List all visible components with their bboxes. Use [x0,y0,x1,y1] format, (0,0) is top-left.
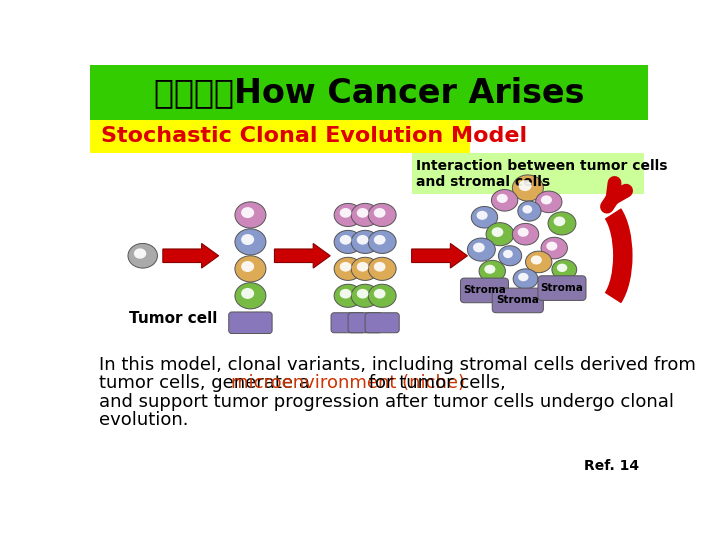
FancyBboxPatch shape [412,153,644,194]
Ellipse shape [334,257,362,280]
Ellipse shape [356,262,369,272]
Text: Stroma: Stroma [541,283,583,293]
Ellipse shape [356,289,369,299]
Ellipse shape [241,288,254,299]
Ellipse shape [518,180,531,191]
Text: Tumor cell: Tumor cell [129,312,217,326]
FancyBboxPatch shape [461,278,508,303]
Ellipse shape [235,229,266,255]
Text: for tumor cells,: for tumor cells, [364,374,506,393]
FancyArrow shape [274,244,330,268]
Ellipse shape [486,222,514,246]
Ellipse shape [541,195,552,205]
Ellipse shape [518,201,541,221]
Ellipse shape [498,246,522,266]
Ellipse shape [513,175,544,201]
Ellipse shape [546,241,557,251]
Ellipse shape [128,244,158,268]
Ellipse shape [351,257,379,280]
FancyBboxPatch shape [538,276,586,300]
Ellipse shape [523,205,532,213]
FancyBboxPatch shape [331,313,365,333]
Ellipse shape [497,194,508,203]
Ellipse shape [473,242,485,252]
Ellipse shape [235,283,266,309]
FancyBboxPatch shape [229,312,272,334]
Text: 第一站：How Cancer Arises: 第一站：How Cancer Arises [153,76,584,109]
Ellipse shape [557,264,567,272]
FancyArrow shape [163,244,219,268]
Ellipse shape [513,269,538,289]
Ellipse shape [485,265,495,274]
Ellipse shape [241,261,254,272]
Ellipse shape [531,255,542,265]
Ellipse shape [492,190,518,211]
Ellipse shape [479,260,505,282]
Ellipse shape [554,217,565,226]
Text: microenvironment (niche): microenvironment (niche) [231,374,465,393]
FancyBboxPatch shape [492,288,544,313]
Ellipse shape [340,208,351,218]
Ellipse shape [356,208,369,218]
Ellipse shape [526,251,552,273]
FancyBboxPatch shape [348,313,382,333]
Ellipse shape [541,237,567,259]
Ellipse shape [492,227,503,237]
FancyBboxPatch shape [90,65,648,120]
Ellipse shape [368,231,396,253]
Ellipse shape [472,206,498,228]
Ellipse shape [374,289,385,299]
Ellipse shape [536,191,562,213]
Ellipse shape [340,235,351,245]
Ellipse shape [518,228,528,237]
Ellipse shape [518,273,528,281]
Ellipse shape [134,248,146,259]
Ellipse shape [241,207,254,218]
Ellipse shape [513,224,539,245]
Ellipse shape [368,204,396,226]
Text: Stroma: Stroma [496,295,539,306]
Ellipse shape [548,212,576,235]
Text: In this model, clonal variants, including stromal cells derived from: In this model, clonal variants, includin… [99,356,696,374]
Ellipse shape [374,235,385,245]
Ellipse shape [467,238,495,261]
Ellipse shape [368,284,396,307]
Text: Stroma: Stroma [463,286,506,295]
Ellipse shape [241,234,254,245]
Ellipse shape [334,284,362,307]
Ellipse shape [351,284,379,307]
Ellipse shape [351,204,379,226]
Ellipse shape [334,204,362,226]
Text: Interaction between tumor cells: Interaction between tumor cells [415,159,667,173]
Ellipse shape [374,262,385,272]
FancyBboxPatch shape [365,313,399,333]
Ellipse shape [340,262,351,272]
Text: Stochastic Clonal Evolution Model: Stochastic Clonal Evolution Model [101,126,527,146]
FancyBboxPatch shape [90,120,469,153]
Ellipse shape [477,211,487,220]
Ellipse shape [368,257,396,280]
Ellipse shape [503,250,513,258]
Ellipse shape [374,208,385,218]
Ellipse shape [351,231,379,253]
Ellipse shape [334,231,362,253]
Text: Ref. 14: Ref. 14 [584,459,639,473]
Ellipse shape [552,260,577,280]
Ellipse shape [356,235,369,245]
Text: and stromal cells: and stromal cells [415,175,549,189]
Text: evolution.: evolution. [99,411,189,429]
Ellipse shape [235,256,266,282]
Ellipse shape [340,289,351,299]
Ellipse shape [235,202,266,228]
FancyArrow shape [412,244,467,268]
Text: and support tumor progression after tumor cells undergo clonal: and support tumor progression after tumo… [99,393,675,411]
Text: tumor cells, generate a: tumor cells, generate a [99,374,316,393]
